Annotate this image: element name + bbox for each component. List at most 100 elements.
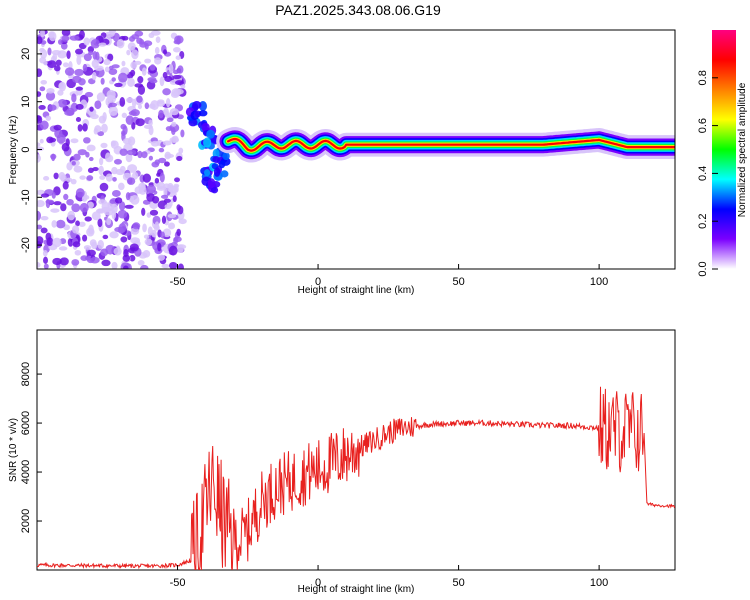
noise-blob [168,261,178,269]
noise-blob [86,201,95,209]
noise-blob [92,51,98,60]
noise-blob [130,61,138,69]
noise-blob [127,42,136,51]
noise-blob [122,125,128,135]
noise-blob [87,167,94,174]
noise-blob [122,254,131,262]
noise-blob [131,49,139,60]
spectrogram-y-label: Frequency (Hz) [8,116,19,185]
noise-blob [74,249,82,256]
acquisition-blob [218,160,226,169]
noise-blob [178,218,187,225]
noise-blob [162,71,168,79]
colorbar-tick-label: 0.8 [697,70,709,85]
noise-blob [54,65,61,72]
noise-blob [47,60,57,69]
noise-blob [97,239,104,250]
noise-blob [135,118,145,127]
noise-blob [120,236,128,243]
noise-blob [99,175,106,180]
noise-blob [130,194,140,205]
noise-blob [125,115,134,125]
noise-blob [143,234,150,239]
noise-blob [73,165,83,173]
noise-blob [100,142,108,149]
noise-blob [180,84,186,89]
noise-blob [90,39,100,49]
noise-blob [53,124,62,131]
noise-blob [104,66,110,73]
noise-blob [137,260,145,266]
noise-blob [43,61,48,66]
snr-series-line [37,386,675,570]
noise-blob [74,48,84,55]
noise-blob [101,123,108,133]
noise-blob [162,88,171,96]
noise-blob [168,222,176,230]
noise-blob [40,30,45,38]
noise-blob [128,110,137,116]
colorbar-label: Normalized spectral amplitude [737,82,748,217]
noise-blob [45,199,55,204]
noise-blob [126,97,134,103]
noise-blob [60,203,67,212]
noise-blob [148,155,153,161]
noise-blob [110,140,116,147]
noise-blob [172,69,179,75]
noise-blob [75,188,85,198]
noise-blob [87,46,95,53]
x-tick-label: 50 [452,276,464,288]
noise-blob [83,53,92,62]
noise-blob [57,39,63,45]
signal-trace [227,137,675,152]
snr-y-label: SNR (10 * v/v) [8,418,19,482]
noise-blob [51,153,56,162]
noise-blob [171,127,176,136]
noise-blob [174,177,180,183]
noise-blob [141,67,147,76]
noise-blob [154,46,160,55]
noise-blob [163,161,170,167]
noise-blob [159,172,165,183]
noise-blob [160,194,169,199]
noise-blob [121,35,129,41]
noise-blob [71,259,80,266]
noise-blob [126,149,137,156]
noise-blob [158,147,165,153]
noise-blob [176,228,182,237]
acquisition-blob [210,186,219,194]
noise-blob [176,204,181,211]
noise-blob [40,193,50,198]
noise-blob [98,165,104,176]
noise-blob [144,102,150,110]
noise-blob [154,177,160,184]
acquisition-blob [213,167,221,177]
noise-blob [173,185,179,193]
colorbar-gradient [712,30,736,269]
noise-blob [91,241,98,250]
noise-blob [142,173,152,183]
snr-x-label: Height of straight line (km) [298,584,415,595]
noise-blob [96,92,106,102]
x-tick-label: 0 [315,276,321,288]
noise-blob [90,113,99,120]
noise-blob [37,154,41,163]
noise-blob [160,231,165,239]
noise-blob [124,204,134,209]
noise-blob [112,32,120,42]
noise-blob [71,161,76,166]
noise-blob [88,156,94,162]
noise-blob [65,177,73,182]
noise-blob [39,86,46,92]
colorbar-tick-label: 0.6 [697,118,709,133]
noise-blob [111,203,118,214]
noise-blob [82,63,88,72]
noise-blob [163,49,168,55]
noise-blob [51,220,57,228]
noise-blob [157,254,166,261]
noise-blob [125,192,131,201]
noise-blob [148,103,156,109]
y-tick-label: -20 [20,237,32,253]
noise-blob [142,249,151,258]
noise-blob [149,209,159,216]
